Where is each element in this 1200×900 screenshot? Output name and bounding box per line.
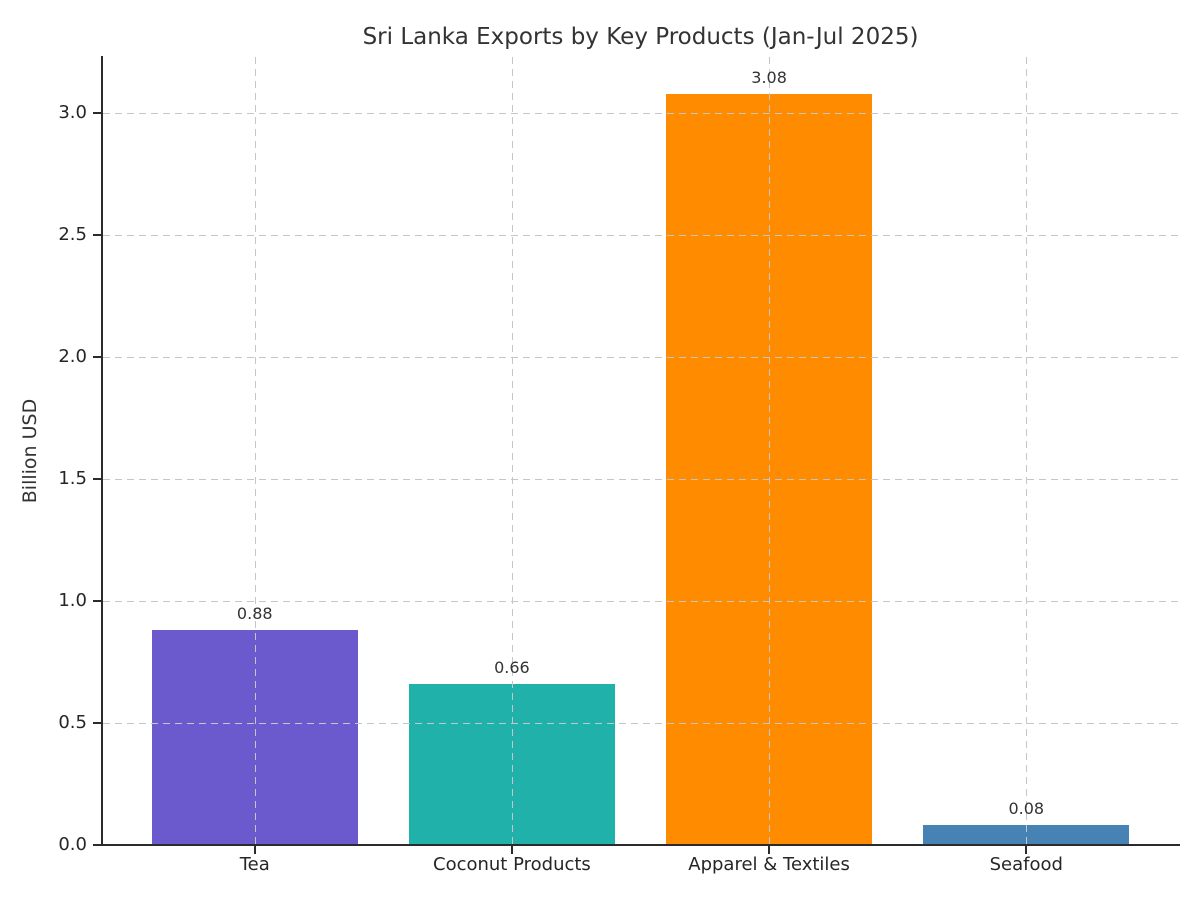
- x-axis-tick-label-tea: Tea: [239, 854, 270, 875]
- gridline-vertical: [769, 57, 771, 845]
- y-axis-tick: [93, 112, 103, 115]
- bar-value-label: 0.66: [494, 657, 530, 677]
- y-axis-tick: [93, 478, 103, 481]
- x-axis-tick-label-coconut-products: Coconut Products: [433, 854, 591, 875]
- gridline-horizontal: [103, 479, 1178, 481]
- y-axis-tick-label: 0.0: [58, 834, 87, 855]
- x-axis-tick-label-seafood: Seafood: [989, 854, 1063, 875]
- y-axis-spine: [101, 56, 103, 846]
- chart-title: Sri Lanka Exports by Key Products (Jan-J…: [362, 24, 919, 50]
- gridline-vertical: [511, 57, 513, 845]
- x-axis-spine: [101, 844, 1180, 846]
- y-axis-tick: [93, 844, 103, 846]
- bar-value-label: 0.88: [236, 604, 273, 624]
- bar-apparel-textiles: [666, 93, 872, 845]
- bar-value-label: 3.08: [751, 67, 787, 87]
- y-axis-tick-label: 1.0: [58, 590, 87, 612]
- gridline-vertical: [254, 57, 256, 845]
- y-axis-tick-label: 2.5: [58, 224, 87, 246]
- gridline-horizontal: [103, 601, 1178, 603]
- gridline-horizontal: [103, 113, 1178, 115]
- x-axis-tick: [253, 845, 256, 854]
- gridline-horizontal: [103, 357, 1178, 359]
- y-axis-tick: [93, 600, 103, 603]
- x-axis-tick: [1025, 845, 1028, 854]
- gridline-horizontal: [103, 723, 1178, 725]
- y-axis-tick-label: 3.0: [58, 102, 87, 124]
- y-axis-tick: [93, 722, 103, 725]
- x-axis-tick-label-apparel-textiles: Apparel & Textiles: [688, 854, 850, 875]
- gridline-vertical: [1026, 57, 1028, 845]
- x-axis-tick: [768, 845, 771, 854]
- bar-coconut-products: [409, 683, 615, 845]
- gridline-horizontal: [103, 235, 1178, 237]
- y-axis-tick-label: 2.0: [58, 346, 87, 368]
- bar-value-label: 0.08: [1008, 799, 1045, 819]
- y-axis-tick: [93, 356, 103, 359]
- x-axis-tick: [510, 845, 513, 854]
- bar-tea: [151, 630, 358, 845]
- y-axis-tick-label: 1.5: [58, 468, 87, 490]
- y-axis-tick: [93, 234, 103, 237]
- y-axis-tick-label: 0.5: [58, 712, 87, 734]
